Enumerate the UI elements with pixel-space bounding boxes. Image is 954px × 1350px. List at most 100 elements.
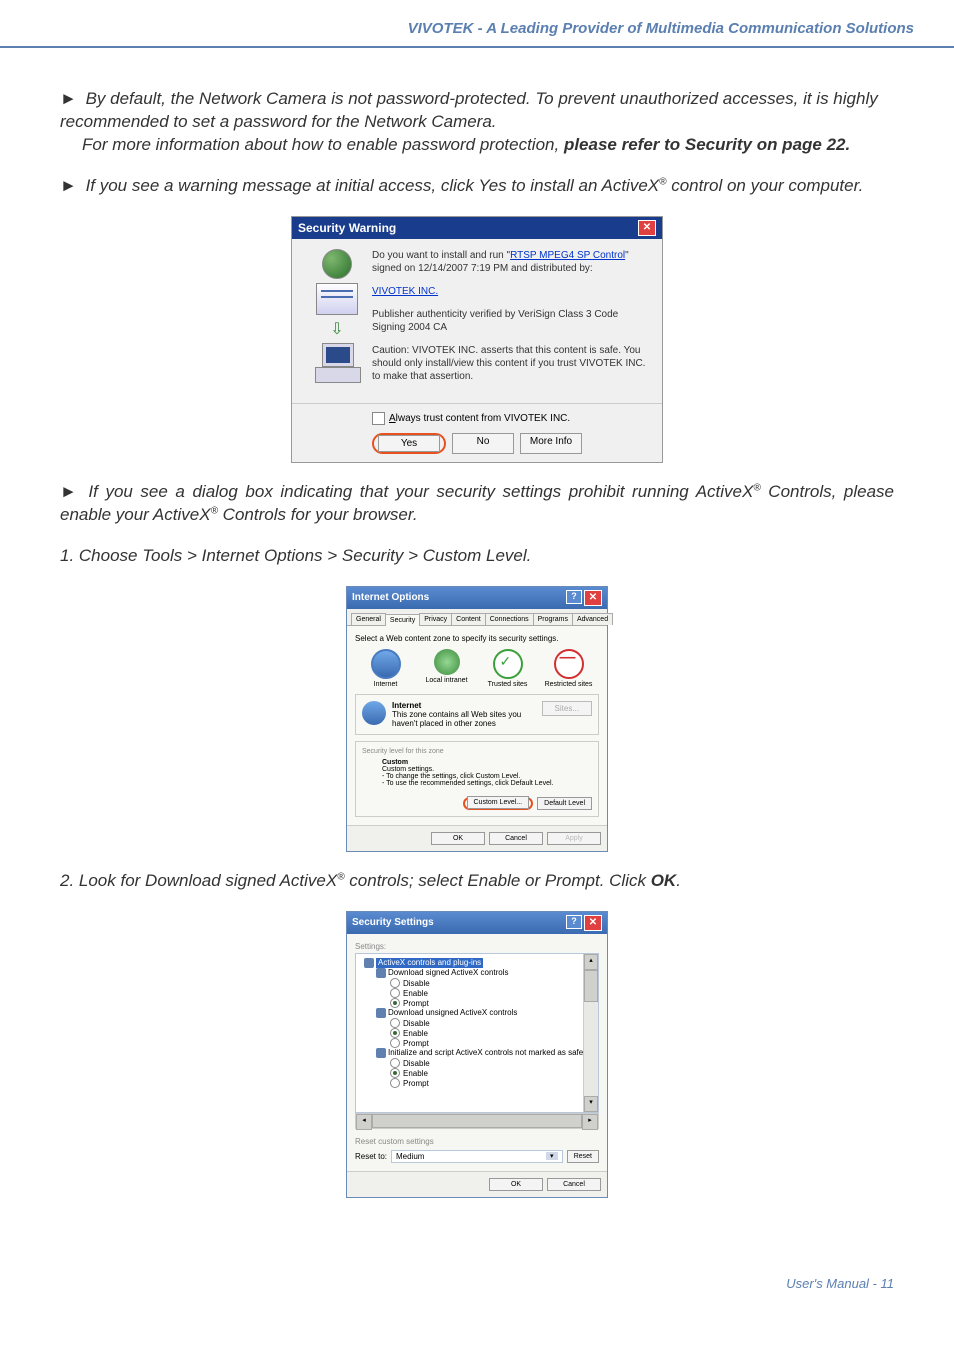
opt-disable[interactable]: Disable — [360, 978, 594, 988]
gear-icon — [364, 958, 374, 968]
tree-item-signed: Download signed ActiveX controls — [388, 968, 509, 977]
secset-title: Security Settings — [352, 917, 434, 928]
zone-icons: Internet Local intranet Trusted sites Re… — [355, 649, 599, 688]
scroll-left-icon[interactable]: ◂ — [356, 1114, 372, 1130]
tab-content[interactable]: Content — [451, 613, 486, 625]
globe-icon — [322, 249, 352, 279]
bullet-arrow: ► — [60, 89, 77, 108]
opt-disable[interactable]: Disable — [360, 1018, 594, 1028]
dialog-title: Security Warning — [298, 221, 396, 235]
header-title: VIVOTEK - A Leading Provider of Multimed… — [408, 20, 914, 37]
bullet-arrow: ► — [60, 482, 77, 501]
local-intranet-icon — [434, 649, 460, 675]
para1-text: By default, the Network Camera is not pa… — [60, 89, 878, 131]
gear-icon — [376, 1048, 386, 1058]
custom-level-button[interactable]: Custom Level... — [467, 796, 530, 809]
reset-dropdown[interactable]: Medium ▾ — [391, 1150, 563, 1163]
close-icon[interactable]: ✕ — [584, 590, 602, 606]
tab-connections[interactable]: Connections — [485, 613, 534, 625]
security-level-box: Security level for this zone Custom Cust… — [355, 741, 599, 817]
sites-button[interactable]: Sites... — [542, 701, 592, 716]
step-2: 2. Look for Download signed ActiveX® con… — [60, 870, 894, 893]
close-icon[interactable]: ✕ — [638, 220, 656, 236]
opt-prompt[interactable]: Prompt — [360, 1078, 594, 1088]
level-buttons: Custom Level... Default Level — [362, 797, 592, 810]
settings-label: Settings: — [355, 942, 599, 951]
cancel-button[interactable]: Cancel — [547, 1178, 601, 1191]
zone-internet[interactable]: Internet — [361, 649, 411, 688]
checkbox-icon[interactable] — [372, 412, 385, 425]
tab-general[interactable]: General — [351, 613, 386, 625]
computer-icon — [315, 343, 359, 383]
scroll-down-icon[interactable]: ▾ — [584, 1096, 598, 1112]
document-stack-icon — [316, 283, 358, 315]
opt-disable[interactable]: Disable — [360, 1058, 594, 1068]
help-icon[interactable]: ? — [566, 915, 582, 929]
dialog-icons: ⇩ — [302, 249, 372, 393]
opt-enable[interactable]: Enable — [360, 988, 594, 998]
opt-prompt[interactable]: Prompt — [360, 1038, 594, 1048]
yes-button[interactable]: Yes — [378, 435, 440, 452]
inet-titlebar: Internet Options ? ✕ — [347, 587, 607, 609]
paragraph-prohibit: ► If you see a dialog box indicating tha… — [60, 481, 894, 527]
tab-advanced[interactable]: Advanced — [572, 613, 613, 625]
ok-button[interactable]: OK — [431, 832, 485, 845]
opt-prompt[interactable]: Prompt — [360, 998, 594, 1008]
ok-button[interactable]: OK — [489, 1178, 543, 1191]
tab-privacy[interactable]: Privacy — [419, 613, 452, 625]
always-trust-row[interactable]: Always trust content from VIVOTEK INC. — [372, 412, 652, 425]
more-info-button[interactable]: More Info — [520, 433, 582, 454]
dialog-footer: Always trust content from VIVOTEK INC. Y… — [292, 403, 662, 462]
dialog-body: ⇩ Do you want to install and run "RTSP M… — [292, 239, 662, 403]
arrow-down-icon: ⇩ — [330, 319, 343, 339]
security-warning-wrap: Security Warning ✕ ⇩ Do you want to inst… — [60, 216, 894, 463]
scroll-up-icon[interactable]: ▴ — [584, 954, 598, 970]
opt-enable[interactable]: Enable — [360, 1068, 594, 1078]
gear-icon — [376, 968, 386, 978]
settings-tree[interactable]: ActiveX controls and plug-ins Download s… — [355, 953, 599, 1113]
apply-button: Apply — [547, 832, 601, 845]
sec-level-label: Security level for this zone — [362, 748, 592, 755]
scroll-right-icon[interactable]: ▸ — [582, 1114, 598, 1130]
tab-programs[interactable]: Programs — [533, 613, 573, 625]
cancel-button[interactable]: Cancel — [489, 832, 543, 845]
default-level-button[interactable]: Default Level — [537, 797, 592, 810]
restricted-sites-icon — [554, 649, 584, 679]
help-icon[interactable]: ? — [566, 590, 582, 604]
tab-security[interactable]: Security — [385, 614, 420, 626]
zone-trusted[interactable]: Trusted sites — [483, 649, 533, 688]
secset-bottom-buttons: OK Cancel — [347, 1171, 607, 1197]
internet-options-wrap: Internet Options ? ✕ General Security Pr… — [60, 586, 894, 852]
paragraph-warning-message: ► If you see a warning message at initia… — [60, 175, 894, 198]
close-icon[interactable]: ✕ — [584, 915, 602, 931]
reset-label: Reset custom settings — [355, 1137, 599, 1146]
paragraph-default-password: ► By default, the Network Camera is not … — [60, 88, 894, 157]
tree-item-unsigned: Download unsigned ActiveX controls — [388, 1008, 517, 1017]
page-header: VIVOTEK - A Leading Provider of Multimed… — [0, 0, 954, 48]
reset-button[interactable]: Reset — [567, 1150, 599, 1163]
page-footer: User's Manual - 11 — [0, 1246, 954, 1311]
dialog-text: Do you want to install and run "RTSP MPE… — [372, 249, 652, 393]
dialog-buttons: Yes No More Info — [302, 433, 652, 454]
horizontal-scrollbar[interactable]: ◂ ▸ — [355, 1113, 599, 1129]
scroll-thumb[interactable] — [584, 970, 598, 1002]
vertical-scrollbar[interactable]: ▴ ▾ — [583, 954, 598, 1112]
reset-section: Reset custom settings Reset to: Medium ▾… — [355, 1137, 599, 1163]
internet-options-dialog: Internet Options ? ✕ General Security Pr… — [346, 586, 608, 852]
page-content: ► By default, the Network Camera is not … — [0, 48, 954, 1246]
zone-local[interactable]: Local intranet — [422, 649, 472, 688]
scroll-thumb-h[interactable] — [372, 1114, 582, 1128]
chevron-down-icon[interactable]: ▾ — [546, 1152, 558, 1160]
custom-label: Custom — [382, 759, 408, 766]
no-button[interactable]: No — [452, 433, 514, 454]
reset-to-label: Reset to: — [355, 1152, 387, 1161]
security-settings-dialog: Security Settings ? ✕ Settings: ActiveX … — [346, 911, 608, 1198]
zone-info-box: Internet This zone contains all Web site… — [355, 694, 599, 735]
opt-enable[interactable]: Enable — [360, 1028, 594, 1038]
tree-item-init: Initialize and script ActiveX controls n… — [388, 1048, 583, 1057]
zone-restricted[interactable]: Restricted sites — [544, 649, 594, 688]
secset-titlebar: Security Settings ? ✕ — [347, 912, 607, 934]
gear-icon — [376, 1008, 386, 1018]
rtsp-link[interactable]: RTSP MPEG4 SP Control — [510, 250, 625, 261]
vendor-link[interactable]: VIVOTEK INC. — [372, 286, 438, 297]
